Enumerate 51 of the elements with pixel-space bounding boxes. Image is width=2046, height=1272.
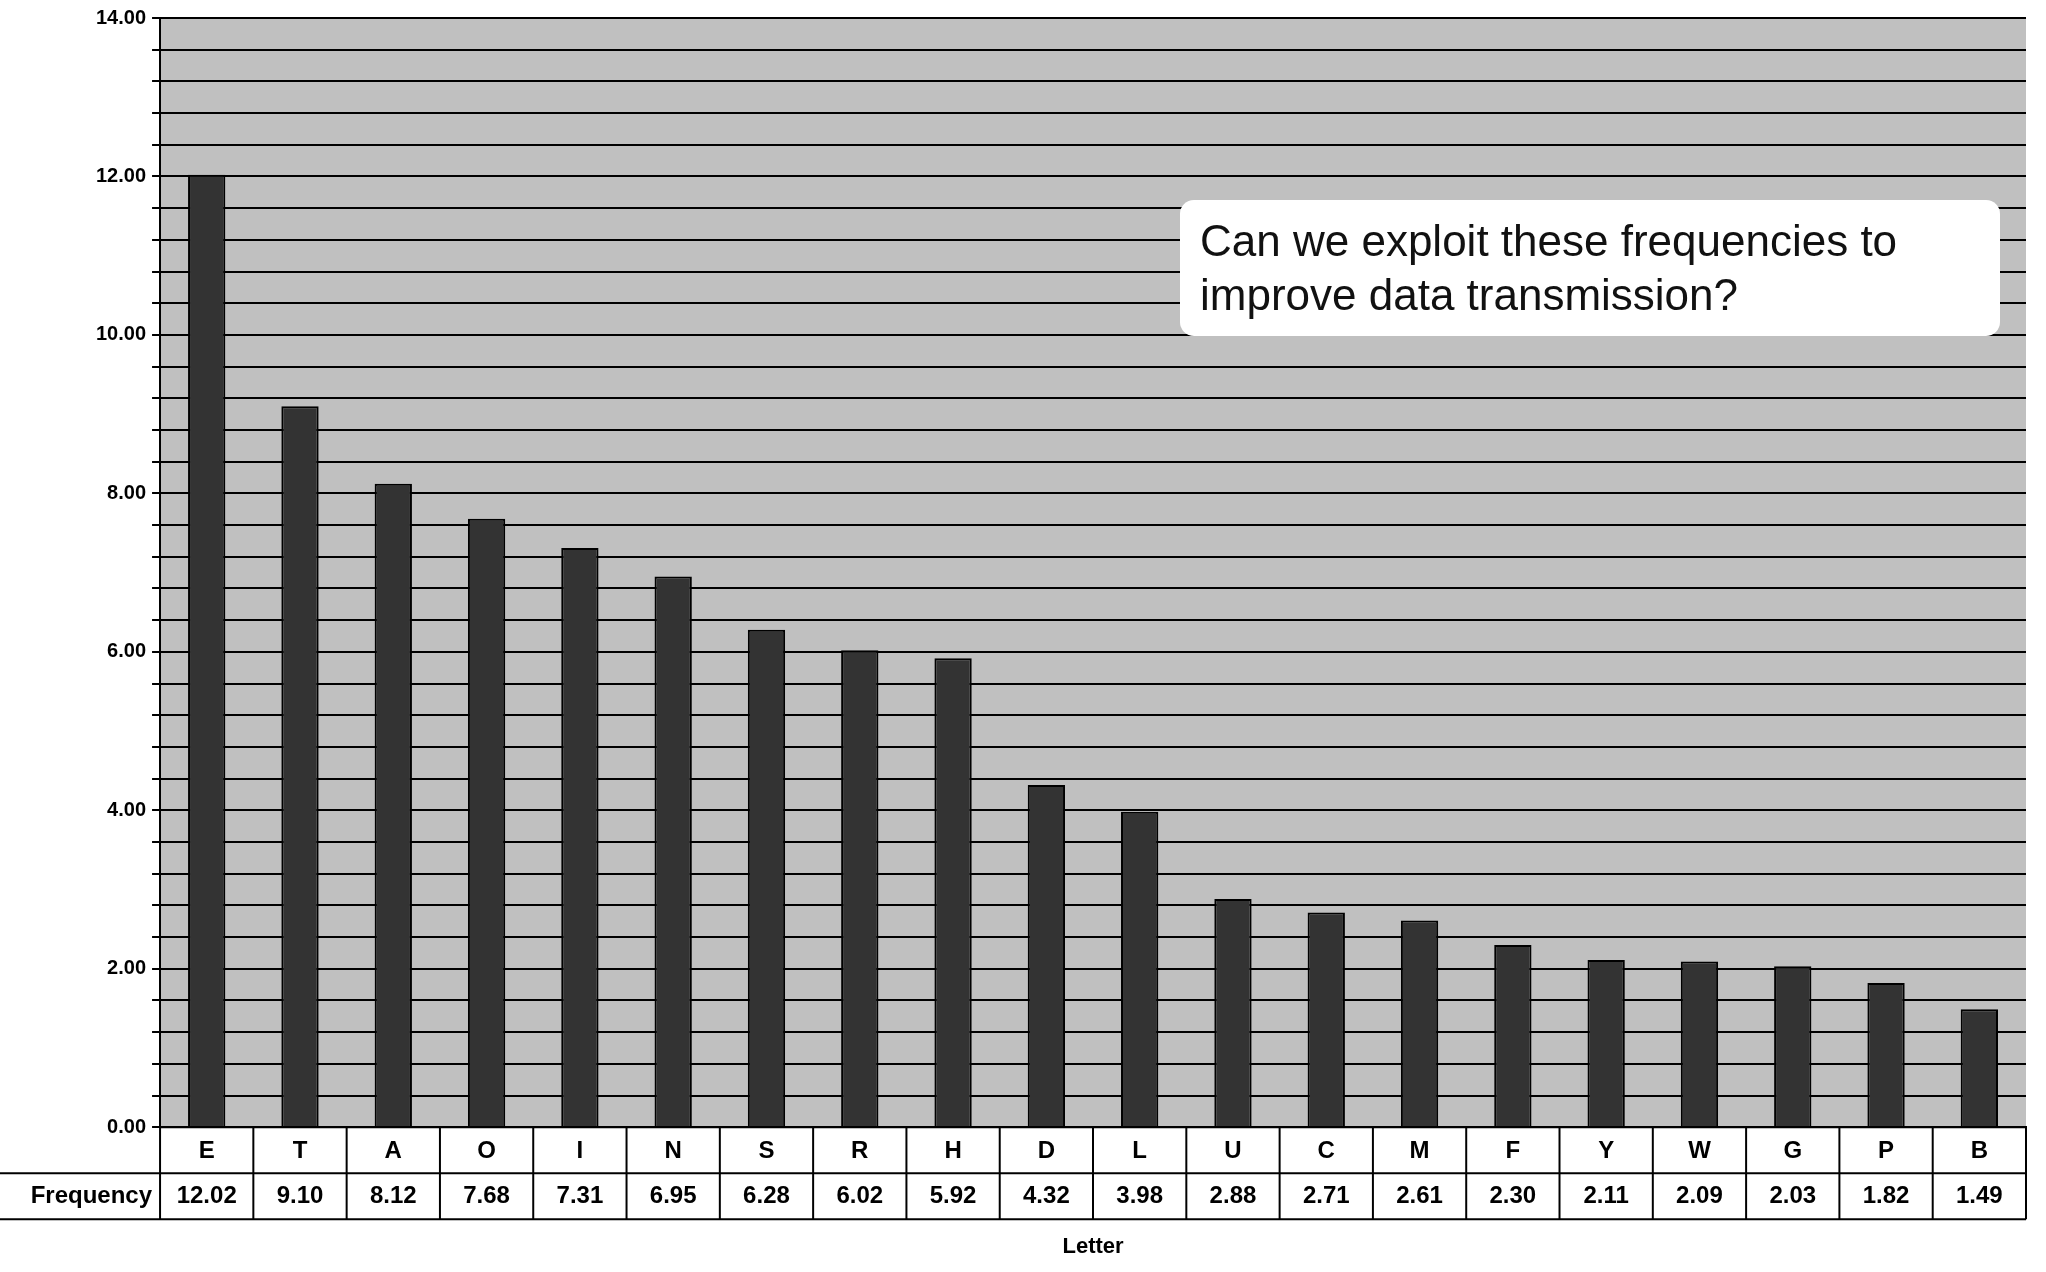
data-label: 6.95 [649, 1180, 697, 1208]
x-tick-label: H [944, 1136, 962, 1164]
data-label: 7.68 [463, 1180, 510, 1208]
x-tick-label: D [1037, 1136, 1056, 1164]
x-tick-label: C [1317, 1136, 1335, 1164]
y-tick-label: 14.00 [95, 5, 147, 28]
x-tick-label: A [384, 1136, 402, 1164]
data-label: 2.09 [1676, 1180, 1723, 1208]
data-label: 6.28 [743, 1180, 790, 1208]
x-tick-label: I [576, 1136, 584, 1164]
x-tick-label: F [1505, 1136, 1521, 1164]
data-label: 8.12 [369, 1180, 417, 1208]
x-tick-label: M [1409, 1136, 1430, 1164]
data-label: 1.49 [1955, 1180, 2003, 1208]
x-tick-label: B [1970, 1136, 1989, 1164]
text: Frequency [30, 1180, 153, 1208]
x-tick-label: R [851, 1136, 869, 1164]
data-label: 3.98 [1116, 1180, 1164, 1208]
data-label: 1.82 [1862, 1180, 1910, 1208]
x-tick-label: L [1132, 1136, 1148, 1164]
data-label: 9.10 [276, 1180, 324, 1208]
annotation: Can we exploit these frequencies to improve data transmission? [1180, 200, 2000, 336]
x-tick-label: U [1224, 1136, 1242, 1164]
y-tick-label: 10.00 [95, 322, 147, 345]
x-tick-label: Y [1598, 1136, 1615, 1164]
data-label: 2.03 [1769, 1180, 1817, 1208]
x-tick-label: S [758, 1136, 775, 1164]
data-label: 2.88 [1209, 1180, 1257, 1208]
data-label: 5.92 [929, 1180, 977, 1208]
x-tick-label: E [198, 1136, 215, 1164]
x-axis-title: Letter [1062, 1233, 1125, 1259]
y-tick-label: 8.00 [107, 480, 147, 503]
x-tick-label: W [1688, 1136, 1712, 1164]
data-label: 12.02 [176, 1180, 237, 1208]
data-label: 7.31 [556, 1180, 604, 1208]
x-tick-label: O [477, 1136, 496, 1164]
y-tick-label: 2.00 [107, 956, 147, 979]
y-tick-label: 4.00 [107, 797, 147, 820]
x-tick-label: G [1783, 1136, 1803, 1164]
data-label: 6.02 [836, 1180, 884, 1208]
data-label: 2.30 [1489, 1180, 1537, 1208]
data-label: 2.71 [1302, 1180, 1350, 1208]
y-tick-label: 12.00 [95, 163, 147, 186]
x-tick-label: N [664, 1136, 682, 1164]
y-tick-label: 0.00 [107, 1114, 147, 1137]
x-tick-label: T [292, 1136, 308, 1164]
y-tick-label: 6.00 [107, 639, 147, 662]
data-label: 2.11 [1583, 1180, 1629, 1208]
x-tick-label: P [1878, 1136, 1895, 1164]
data-label: 4.32 [1023, 1180, 1070, 1208]
data-label: 2.61 [1396, 1180, 1443, 1208]
